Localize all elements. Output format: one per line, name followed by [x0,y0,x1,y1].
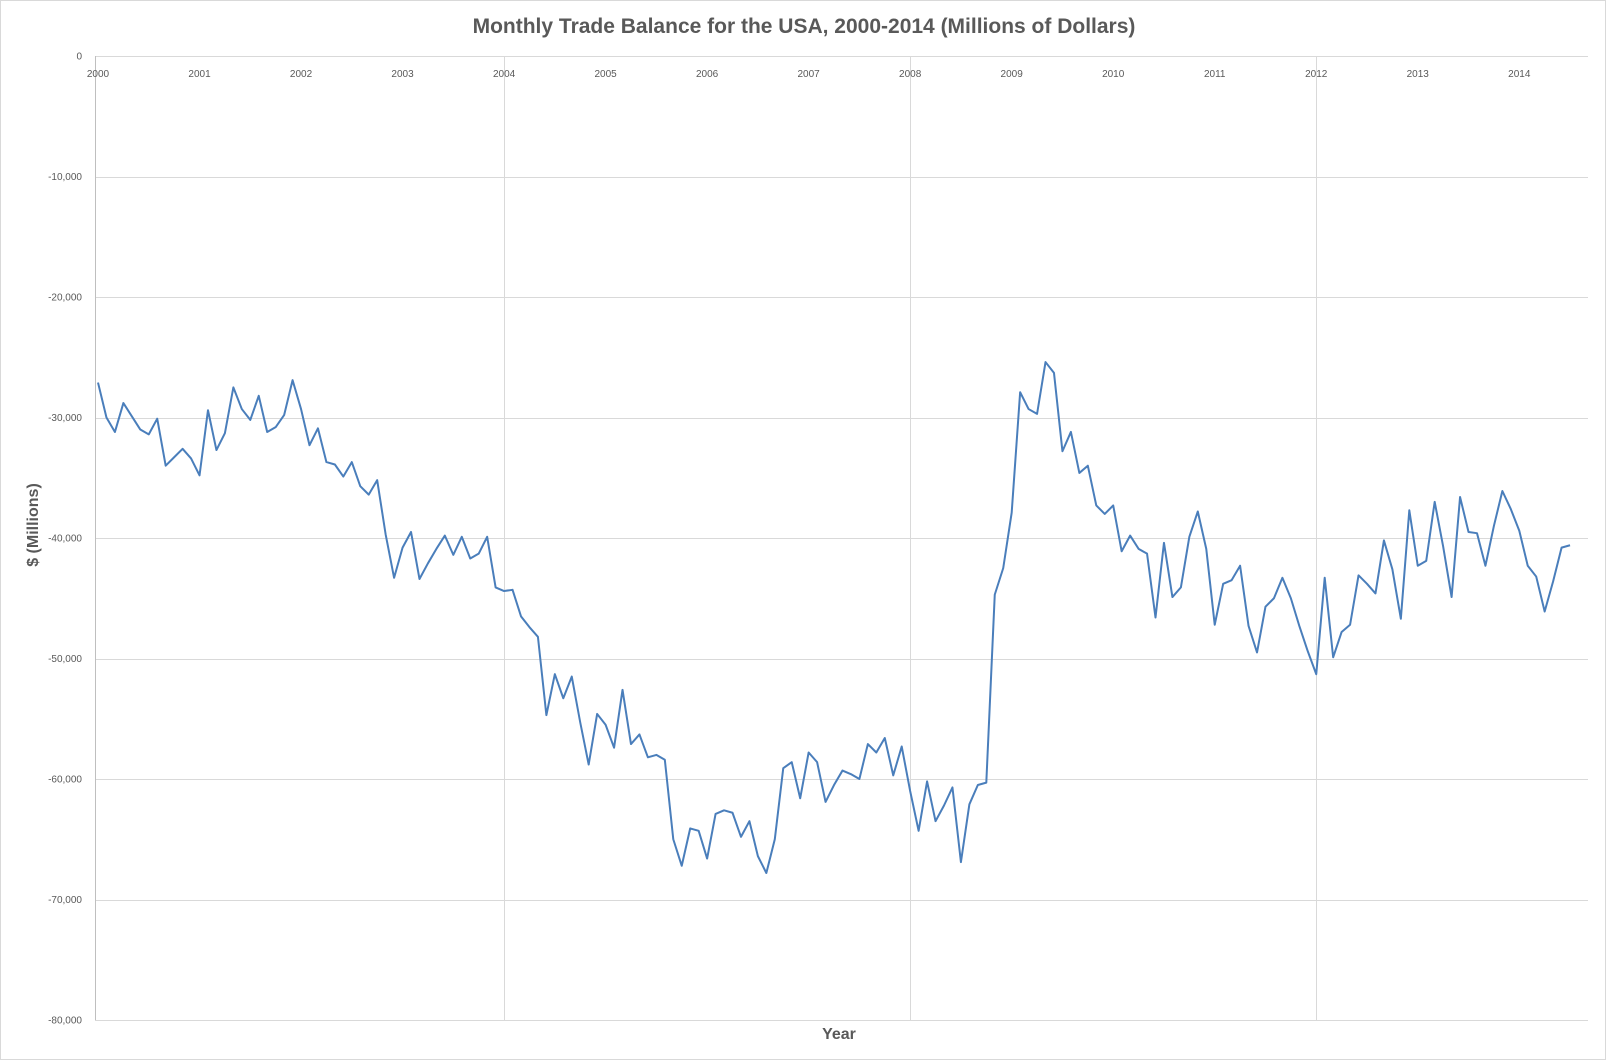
x-tick-label: 2005 [594,69,617,80]
x-tick-label: 2014 [1508,69,1531,80]
x-tick-label: 2004 [493,69,516,80]
chart-title: Monthly Trade Balance for the USA, 2000-… [473,15,1136,38]
x-axis-title: Year [822,1026,856,1043]
y-tick-label: -70,000 [48,895,82,906]
x-tick-label: 2008 [899,69,922,80]
x-tick-label: 2002 [290,69,313,80]
y-tick-label: 0 [76,52,82,63]
series-layer [97,361,1571,874]
y-tick-label: -40,000 [48,534,82,545]
x-tick-label: 2010 [1102,69,1125,80]
x-tick-label: 2009 [1001,69,1024,80]
x-tick-label: 2011 [1204,69,1226,80]
y-axis-ticks: 0 -10,000 -20,000 -30,000 -40,000 -50,000 -60,… [48,52,82,1027]
y-tick-label: -10,000 [48,172,82,183]
x-tick-label: 2000 [87,69,110,80]
y-tick-label: -80,000 [48,1016,82,1027]
y-axis-title: $ (Millions) [25,483,42,567]
y-tick-label: -20,000 [48,293,82,304]
series-line-trade-balance [97,361,1571,874]
y-tick-label: -30,000 [48,413,82,424]
x-tick-label: 2013 [1407,69,1430,80]
x-tick-label: 2007 [798,69,821,80]
y-tick-label: -60,000 [48,775,82,786]
y-tick-label: -50,000 [48,654,82,665]
gridlines [95,56,1588,1021]
x-axis-ticks: 2000 2001 2002 2003 2004 2005 2006 2007 2008 2009… [87,69,1531,80]
x-tick-label: 2003 [391,69,414,80]
x-tick-label: 2001 [188,69,211,80]
x-tick-label: 2012 [1305,69,1328,80]
x-tick-label: 2006 [696,69,719,80]
